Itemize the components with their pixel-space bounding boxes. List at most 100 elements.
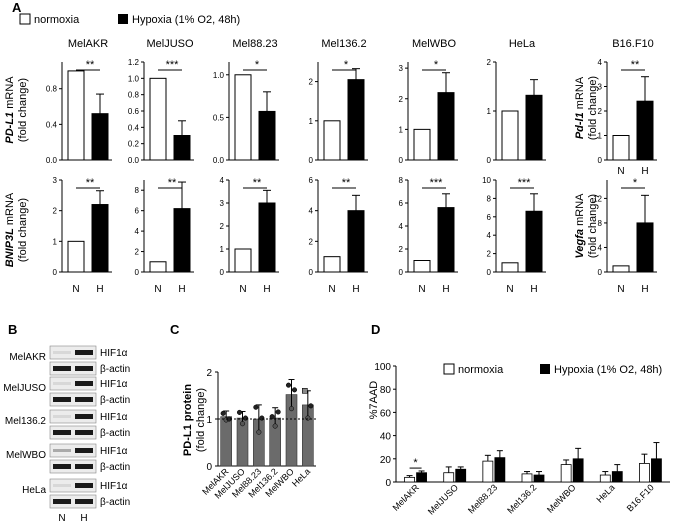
panel-d-bar-mel88-23-normoxia [482, 460, 494, 483]
y-tick-label-pdl1-b16-f10-0: 0 [598, 156, 603, 165]
panel-d-x-label-hela: HeLa [594, 482, 616, 504]
panel-d-x-label-mel88-23: Mel88.23 [466, 482, 499, 515]
y-tick-label-bnip3l-melakr-1: 1 [53, 237, 58, 246]
blot-actin-frame-meljuso [49, 392, 97, 407]
blot-hif-band-h-melwbo [75, 448, 93, 453]
y-tick-label-pdl1-melakr-1: 0.4 [46, 120, 58, 129]
y-tick-label-pdl1-b16-f10-1: 1 [598, 132, 603, 141]
sig-label-bnip3l-melakr: ** [86, 177, 95, 189]
y-tick-label-pdl1-mel136-2-1: 1 [309, 117, 314, 126]
mouse-pdl1-mrna-label: Pd-l1 mRNA [574, 76, 586, 139]
panel-c-point-melakr-0 [220, 410, 226, 416]
bar-bnip3l-meljuso-h [173, 208, 191, 273]
panel-d-y-tick-label-2: 40 [380, 432, 392, 443]
bar-bnip3l-mel136-2-n [323, 256, 341, 273]
y-tick-label-bnip3l-b16-f10-0: 0 [598, 268, 603, 277]
blot-actin-band-n-melwbo [53, 464, 71, 469]
cell-line-title-b16-f10: B16.F10 [612, 38, 654, 50]
bar-pdl1-b16-f10-n [612, 135, 630, 161]
x-label-mel88-23-h: H [263, 284, 270, 295]
panel-letter-b: B [8, 322, 17, 337]
y-tick-label-bnip3l-melwbo-1: 2 [399, 245, 404, 254]
cell-line-title-hela: HeLa [509, 38, 536, 50]
blot-actin-band-h-melakr [75, 366, 93, 371]
blot-hif-band-n-mel136-2 [53, 415, 71, 418]
y-tick-label-bnip3l-mel88-23-0: 0 [220, 268, 225, 277]
legend-a: normoxia Hypoxia (1% O2, 48h) [19, 13, 240, 26]
y-tick-label-bnip3l-hela-5: 10 [482, 176, 491, 185]
panel-c-point-meljuso-1 [239, 421, 246, 427]
x-label-meljuso-n: N [154, 284, 161, 295]
panel-d-x-label-mel136-2: Mel136.2 [505, 482, 538, 515]
panel-c-point-mel88-23-1 [256, 429, 262, 435]
legend-hypoxia-swatch [118, 14, 128, 24]
y-tick-label-bnip3l-meljuso-0: 0 [135, 268, 140, 277]
panel-d-bar-mel136-2-normoxia [521, 473, 533, 483]
blot-lane-label-n: N [58, 513, 65, 524]
blot-cell-line-meljuso: MelJUSO [3, 383, 46, 394]
bar-bnip3l-mel88-23-n [234, 248, 252, 273]
sig-label-bnip3l-mel136-2: ** [342, 177, 351, 189]
blot-hif-frame-hela [49, 478, 97, 493]
y-tick-label-bnip3l-melwbo-2: 4 [399, 222, 404, 231]
y-tick-label-pdl1-melwbo-3: 3 [399, 64, 404, 73]
cell-line-title-mel136-2: Mel136.2 [321, 38, 366, 50]
cell-line-title-melakr: MelAKR [68, 38, 108, 50]
y-tick-label-pdl1-melwbo-1: 1 [399, 125, 404, 134]
panel-c-point-mel88-23-2 [259, 415, 265, 421]
bar-pdl1-mel136-2-n [323, 120, 341, 161]
panel-c-point-mel136-2-2 [275, 409, 281, 415]
y-tick-label-pdl1-hela-1: 1 [487, 107, 492, 116]
sig-label-bnip3l-b16-f10: * [633, 177, 638, 189]
cell-line-title-meljuso: MelJUSO [146, 38, 194, 50]
bar-pdl1-meljuso-h [173, 135, 191, 161]
panel-c-ylabel-unit: (fold change) [195, 388, 207, 452]
blot-hif-band-n-hela [53, 484, 71, 487]
panel-d-bar-melwbo-normoxia [560, 464, 572, 483]
y-tick-label-pdl1-meljuso-5: 1.0 [128, 74, 140, 83]
y-tick-label-bnip3l-meljuso-2: 4 [135, 227, 140, 236]
blot-actin-label-hela: β-actin [100, 497, 130, 508]
panel-c-point-hela-0 [302, 387, 308, 394]
panel-c-point-mel136-2-1 [272, 423, 278, 429]
blot-hif-band-n-melwbo [53, 449, 71, 452]
x-label-meljuso-h: H [178, 284, 185, 295]
panel-d-bar-mel88-23-hypoxia [494, 457, 506, 483]
mouse-vegfa-mrna-label: Vegfa mRNA [574, 193, 586, 259]
panel-d-y-tick-label-5: 100 [374, 362, 391, 373]
x-label-mel88-23-n: N [239, 284, 246, 295]
legend-d: normoxia Hypoxia (1% O2, 48h) [443, 363, 662, 376]
panel-d-y-tick-label-1: 20 [380, 455, 392, 466]
panel-d-ylabel: %7AAD [368, 381, 380, 420]
y-tick-label-pdl1-hela-0: 0 [487, 156, 492, 165]
blot-hif-frame-mel136-2 [49, 409, 97, 424]
bar-bnip3l-hela-h [525, 210, 543, 273]
x-label-hela-h: H [530, 284, 537, 295]
y-tick-label-pdl1-melakr-2: 0.8 [46, 85, 58, 94]
panel-c-point-meljuso-0 [236, 409, 243, 415]
blot-hif-band-h-mel136-2 [75, 414, 93, 419]
y-tick-label-bnip3l-hela-3: 6 [487, 213, 492, 222]
mouse-vegfa-unit-label: (fold change) [587, 194, 599, 258]
bar-pdl1-mel88-23-n [234, 74, 252, 161]
blot-hif-band-h-melakr [75, 350, 93, 355]
blot-actin-label-melakr: β-actin [100, 364, 130, 375]
bar-bnip3l-b16-f10-h [636, 222, 654, 273]
bar-bnip3l-mel88-23-h [258, 202, 276, 273]
sig-label-pdl1-meljuso: *** [166, 59, 180, 71]
mouse-label-pdl1: Pd-l1 mRNA (fold change) [574, 76, 599, 140]
panel-d-bar-hela-normoxia [599, 474, 611, 483]
bar-pdl1-mel136-2-h [347, 79, 365, 161]
y-tick-label-pdl1-b16-f10-4: 4 [598, 58, 603, 67]
x-label-b16-f10-n: N [617, 284, 624, 295]
y-tick-label-bnip3l-hela-0: 0 [487, 268, 492, 277]
x-label-mel136-2-h: H [352, 284, 359, 295]
sig-label-bnip3l-hela: *** [518, 177, 532, 189]
y-tick-label-bnip3l-melwbo-0: 0 [399, 268, 404, 277]
panel-c-point-hela-2 [308, 403, 314, 409]
blot-actin-band-n-mel136-2 [53, 430, 71, 435]
panel-b-western-blots: MelAKR HIF1α β-actin MelJUSO HIF1α β-actin Mel… [3, 345, 130, 524]
y-tick-label-pdl1-mel88-23-0: 0.0 [213, 156, 225, 165]
